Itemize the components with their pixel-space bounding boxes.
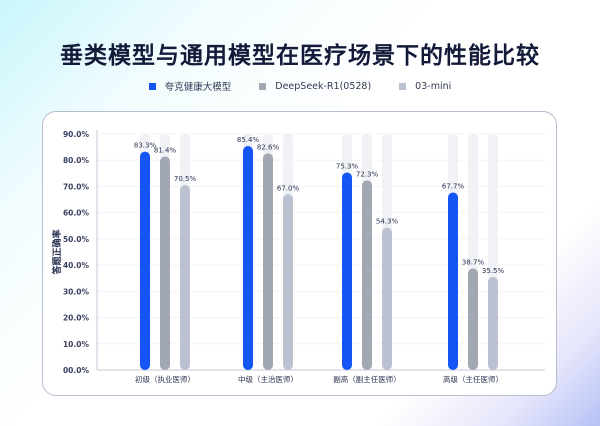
y-tick-label: 00.0% bbox=[63, 366, 90, 375]
legend-label: 03-mini bbox=[415, 80, 452, 92]
data-label: 83.3% bbox=[134, 142, 157, 150]
bar bbox=[243, 146, 253, 370]
data-label: 54.3% bbox=[376, 218, 399, 226]
bar bbox=[140, 151, 150, 370]
y-tick-label: 60.0% bbox=[63, 209, 90, 218]
y-tick-label: 90.0% bbox=[63, 130, 90, 139]
legend-swatch bbox=[148, 82, 156, 90]
y-tick-label: 40.0% bbox=[63, 261, 90, 270]
bar bbox=[263, 153, 273, 370]
x-tick-label: 中级（主治医师） bbox=[238, 374, 298, 384]
y-tick-label: 80.0% bbox=[63, 156, 90, 165]
legend-label: DeepSeek-R1(0528) bbox=[275, 80, 372, 92]
data-label: 67.0% bbox=[277, 184, 300, 192]
x-tick-label: 高级（主任医师） bbox=[443, 374, 503, 384]
chart-title: 垂类模型与通用模型在医疗场景下的性能比较 bbox=[60, 43, 540, 69]
x-tick-label: 初级（执业医师） bbox=[135, 374, 195, 384]
legend: 夸克健康大模型 DeepSeek-R1(0528) 03-mini bbox=[0, 79, 600, 93]
bar bbox=[448, 192, 458, 370]
bar bbox=[382, 227, 392, 370]
legend-swatch bbox=[259, 82, 267, 90]
data-label: 38.7% bbox=[462, 259, 485, 267]
data-label: 75.3% bbox=[336, 163, 359, 171]
data-label: 72.3% bbox=[356, 170, 379, 178]
bar bbox=[283, 194, 293, 370]
legend-item-1: DeepSeek-R1(0528) bbox=[259, 79, 371, 93]
bar bbox=[342, 172, 352, 370]
bar bbox=[468, 268, 478, 370]
legend-swatch bbox=[399, 82, 407, 90]
data-label: 70.5% bbox=[174, 175, 197, 183]
y-tick-label: 30.0% bbox=[63, 287, 90, 296]
y-tick-label: 20.0% bbox=[63, 314, 90, 323]
bar bbox=[180, 185, 190, 370]
y-tick-label: 70.0% bbox=[63, 182, 90, 191]
y-tick-label: 50.0% bbox=[63, 235, 90, 244]
legend-item-2: 03-mini bbox=[399, 79, 451, 93]
x-tick-label: 副高（副主任医师） bbox=[333, 374, 401, 384]
bar bbox=[488, 276, 498, 370]
y-axis-label: 答题正确率 bbox=[51, 229, 63, 275]
bar bbox=[160, 156, 170, 370]
legend-item-0: 夸克健康大模型 bbox=[148, 79, 232, 93]
legend-label: 夸克健康大模型 bbox=[164, 82, 232, 93]
data-label: 85.4% bbox=[237, 136, 260, 144]
data-label: 67.7% bbox=[442, 182, 465, 190]
data-label: 35.5% bbox=[482, 267, 505, 275]
bar bbox=[362, 180, 372, 370]
y-tick-label: 10.0% bbox=[63, 340, 90, 349]
data-label: 81.4% bbox=[154, 147, 177, 155]
data-label: 82.6% bbox=[257, 143, 280, 151]
